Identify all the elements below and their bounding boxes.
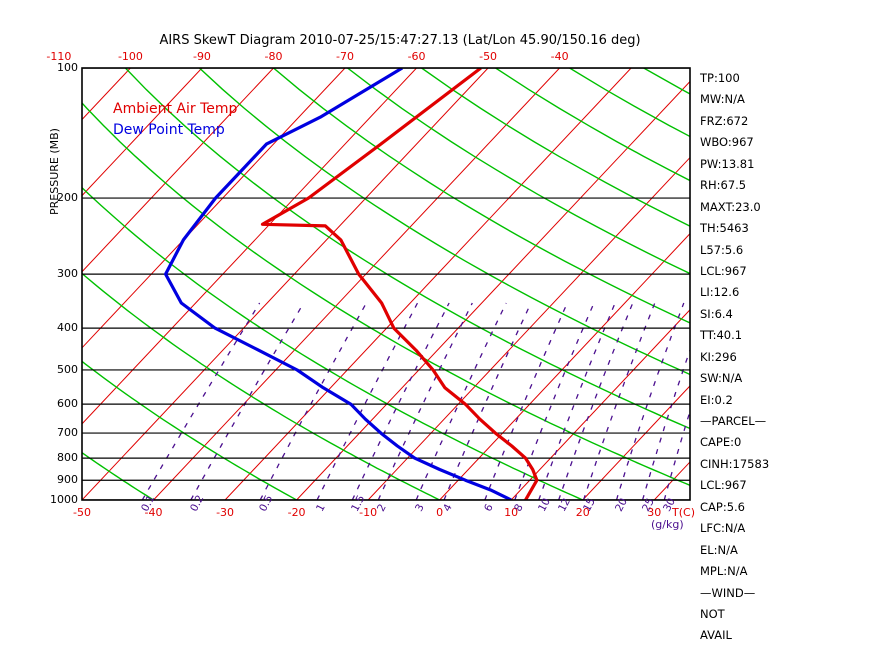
- bottom-temp-tick-30: 30: [647, 506, 662, 519]
- pressure-tick-900: 900: [57, 473, 78, 487]
- panel-row-5: RH:67.5: [700, 178, 747, 193]
- bottom-temp-tick-0: 0: [436, 506, 444, 519]
- ambient-temp-curve: [260, 68, 539, 500]
- bottom-temp-tick--40: -40: [144, 506, 163, 519]
- panel-row-18: CINH:17583: [700, 456, 770, 471]
- panel-row-3: WBO:967: [700, 135, 754, 150]
- panel-row-20: CAP:5.6: [700, 499, 745, 514]
- panel-row-17: CAPE:0: [700, 435, 742, 450]
- bottom-temp-tick--50: -50: [73, 506, 91, 519]
- top-temp-tick--100: -100: [117, 50, 143, 63]
- pressure-tick-200: 200: [57, 191, 78, 205]
- top-temp-tick--70: -70: [336, 50, 354, 63]
- pressure-tick-700: 700: [57, 426, 78, 440]
- bottom-temp-tick--10: -10: [359, 506, 378, 519]
- bottom-temp-tick--30: -30: [216, 506, 235, 519]
- skewt-diagram: AIRS SkewT Diagram 2010-07-25/15:47:27.1…: [0, 33, 770, 642]
- pressure-tick-1000: 1000: [50, 493, 78, 506]
- top-temp-tick--80: -80: [264, 50, 283, 63]
- panel-row-22: EL:N/A: [700, 542, 738, 557]
- pressure-tick-800: 800: [57, 451, 78, 465]
- panel-row-16: —PARCEL—: [700, 414, 767, 428]
- pressure-tick-100: 100: [57, 61, 78, 74]
- panel-row-13: KI:296: [700, 349, 737, 364]
- page-title: AIRS SkewT Diagram 2010-07-25/15:47:27.1…: [159, 33, 641, 48]
- top-temp-tick--90: -90: [192, 50, 211, 63]
- mixing-ratio-axis-label: (g/kg): [651, 518, 684, 531]
- bottom-temp-tick-20: 20: [575, 506, 590, 519]
- legend-ambient-air-temp: Ambient Air Temp: [113, 101, 238, 117]
- panel-row-7: TH:5463: [700, 221, 749, 236]
- panel-row-9: LCL:967: [700, 263, 747, 278]
- legend-dew-point-temp: Dew Point Temp: [113, 122, 225, 138]
- panel-row-1: MW:N/A: [700, 92, 745, 107]
- panel-row-25: NOT: [700, 606, 725, 621]
- panel-row-4: PW:13.81: [700, 156, 755, 171]
- panel-row-10: LI:12.6: [700, 285, 740, 300]
- top-temp-tick--40: -40: [550, 50, 569, 63]
- bottom-temp-tick-10: 10: [504, 506, 519, 519]
- top-temp-tick--110: -110: [46, 50, 72, 63]
- panel-row-19: LCL:967: [700, 478, 747, 493]
- panel-row-6: MAXT:23.0: [700, 199, 761, 214]
- pressure-tick-500: 500: [57, 362, 78, 376]
- top-temp-tick--120: -120: [0, 50, 1, 63]
- panel-row-2: FRZ:672: [700, 113, 749, 128]
- panel-row-23: MPL:N/A: [700, 564, 748, 579]
- panel-row-12: TT:40.1: [700, 328, 743, 343]
- panel-row-14: SW:N/A: [700, 371, 743, 386]
- pressure-tick-300: 300: [57, 267, 78, 281]
- panel-row-11: SI:6.4: [700, 306, 733, 321]
- skewt-plot-canvas: [81, 67, 691, 501]
- top-temp-tick--60: -60: [407, 50, 426, 63]
- panel-row-21: LFC:N/A: [700, 521, 746, 536]
- top-temp-tick--50: -50: [479, 50, 498, 63]
- pressure-tick-400: 400: [57, 321, 78, 335]
- panel-row-15: EI:0.2: [700, 392, 733, 407]
- panel-row-26: AVAIL: [700, 628, 732, 643]
- panel-row-8: L57:5.6: [700, 242, 744, 257]
- dew-point-curve: [164, 68, 512, 500]
- pressure-tick-600: 600: [57, 397, 78, 411]
- temp-axis-label: T(C): [672, 506, 695, 519]
- panel-row-24: —WIND—: [700, 585, 756, 600]
- panel-row-0: TP:100: [700, 71, 740, 85]
- bottom-temp-tick--20: -20: [287, 506, 306, 519]
